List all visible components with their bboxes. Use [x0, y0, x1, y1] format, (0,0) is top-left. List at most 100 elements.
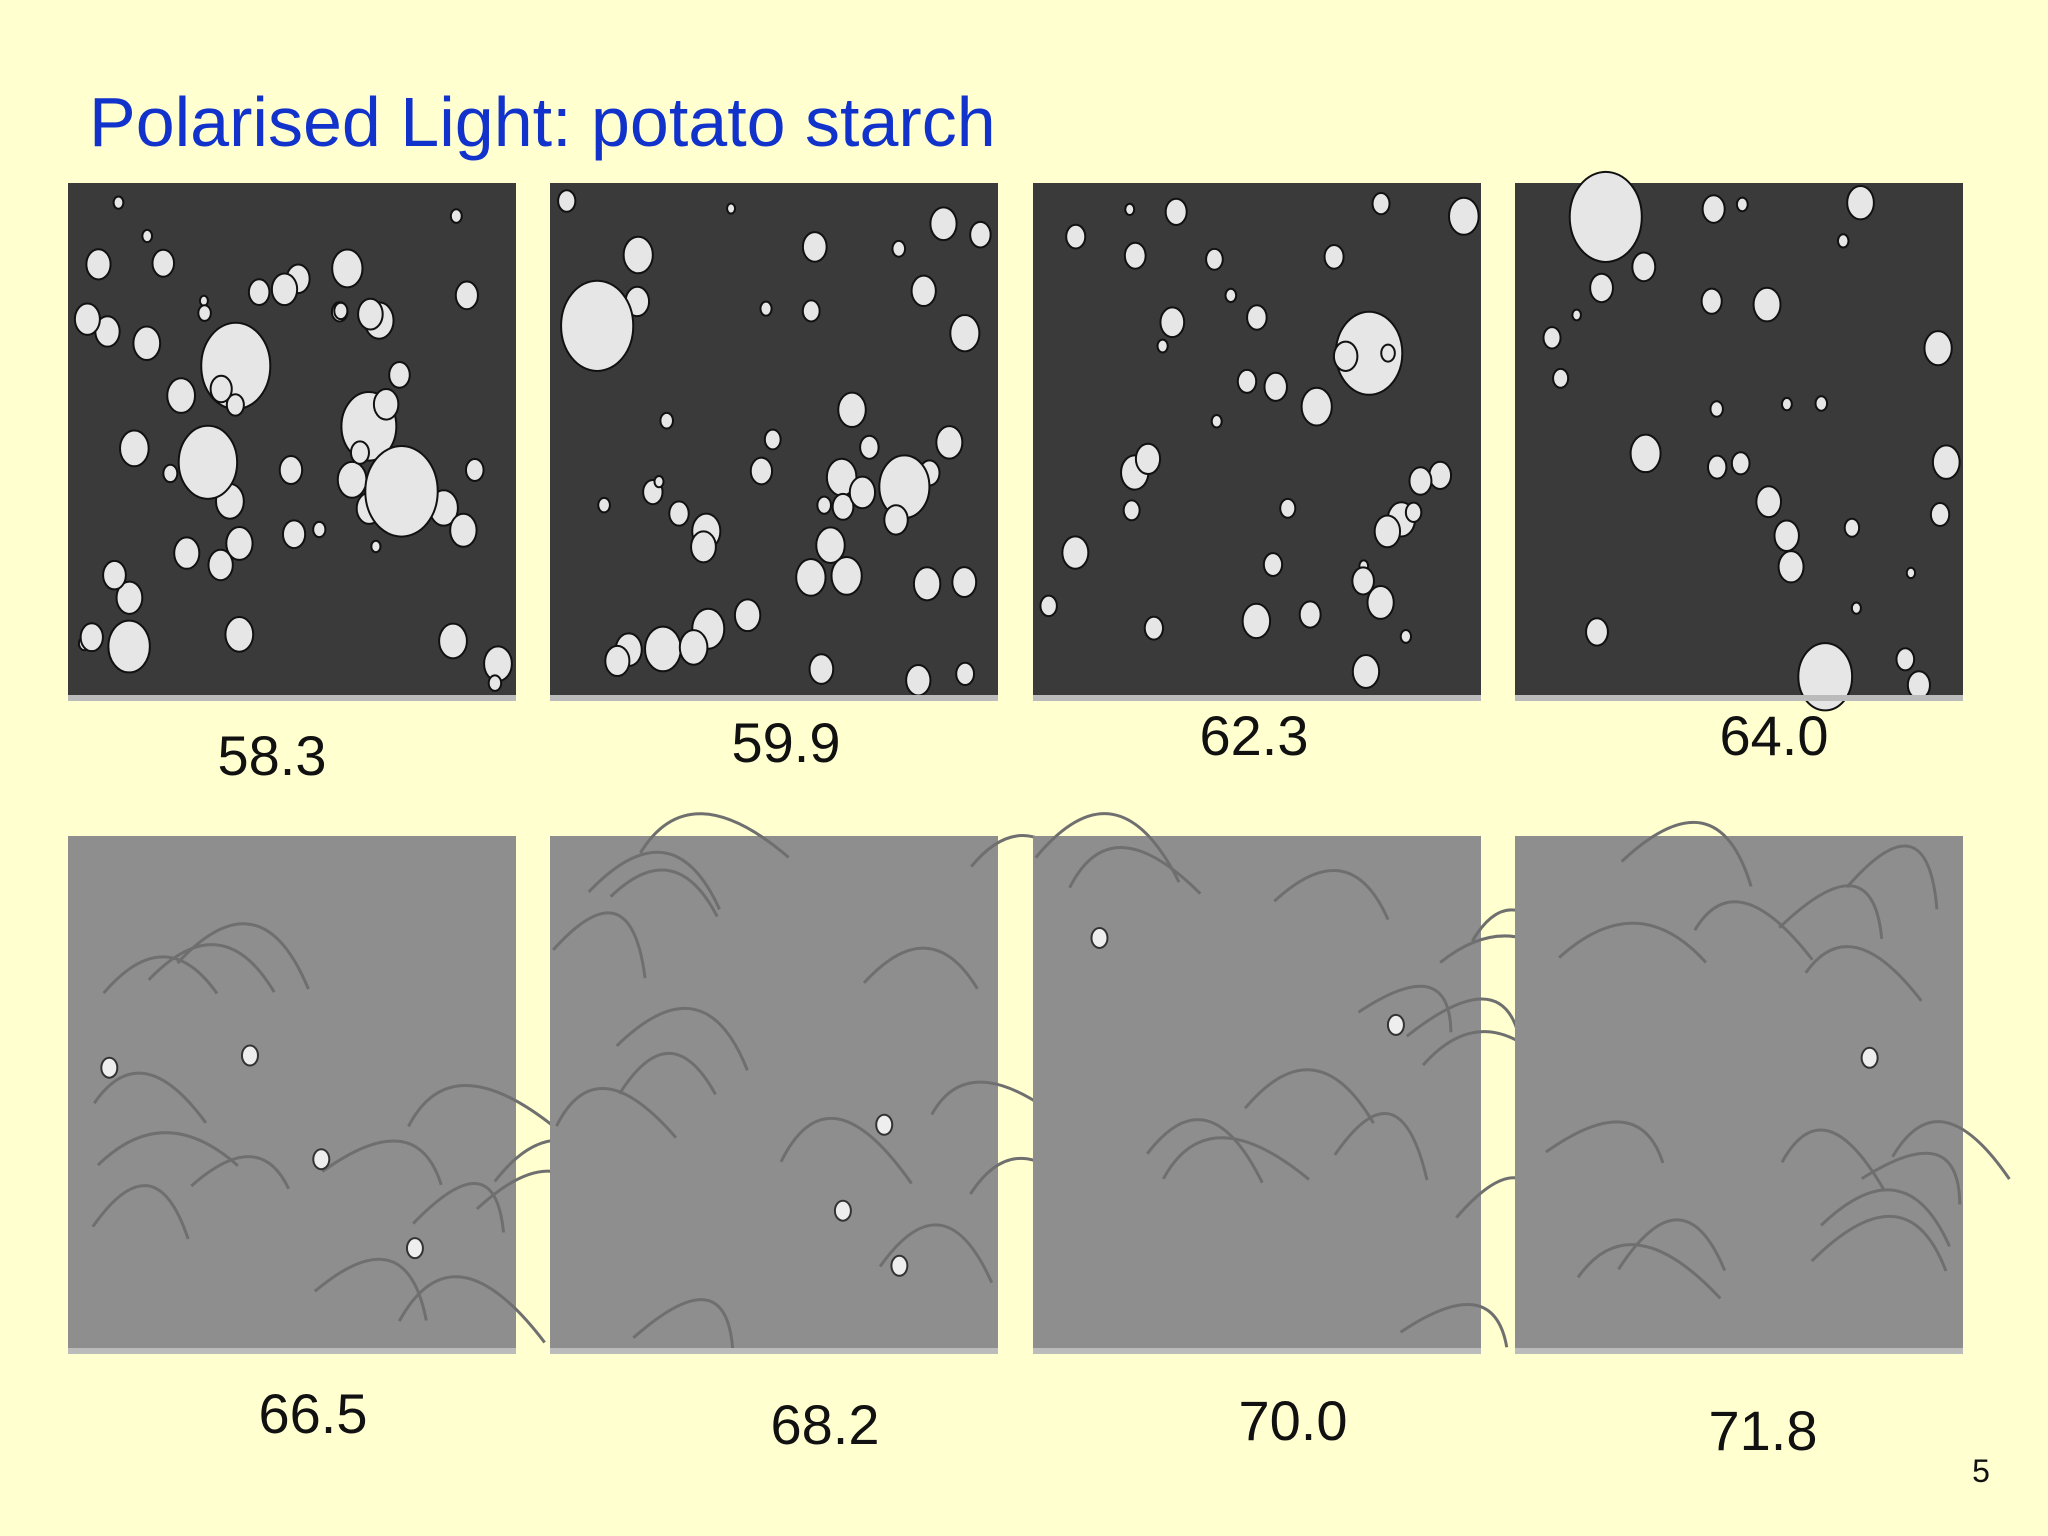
texture-ridge — [1778, 884, 1884, 940]
starch-granule — [1730, 451, 1751, 476]
texture-ridge — [397, 1275, 546, 1344]
starch-granule — [336, 460, 368, 499]
starch-granule — [281, 519, 307, 550]
starch-granule — [668, 500, 690, 527]
starch-granule — [1323, 243, 1345, 270]
starch-granule — [1263, 371, 1288, 402]
starch-granule — [1262, 552, 1284, 577]
starch-granule — [388, 361, 411, 389]
starch-granule — [1735, 196, 1749, 213]
page-number: 5 — [1972, 1453, 1990, 1489]
micrograph — [1033, 812, 1586, 1354]
starch-granule — [357, 297, 384, 331]
starch-granule — [1552, 367, 1570, 389]
starch-granule — [132, 325, 162, 361]
micrograph — [550, 812, 1089, 1354]
texture-ridge — [176, 922, 310, 990]
temperature-label: 66.5 — [259, 1382, 368, 1445]
texture-ridge — [96, 1131, 239, 1167]
micrograph — [1515, 170, 1963, 712]
starch-granule — [102, 559, 127, 591]
texture-ridge — [587, 850, 721, 910]
starch-granule — [312, 520, 327, 539]
starch-granule — [749, 456, 774, 486]
temperature-label: 70.0 — [1239, 1389, 1348, 1452]
starch-granule — [1923, 330, 1953, 367]
starch-granule — [1246, 304, 1268, 331]
texture-ridge — [412, 1182, 505, 1233]
starch-granule — [1224, 287, 1238, 304]
starch-granule — [831, 492, 855, 521]
micrograph-edge — [1515, 695, 1963, 701]
micrograph-background — [1515, 836, 1963, 1354]
residual-granule — [833, 1199, 852, 1222]
starch-granule — [1814, 395, 1829, 412]
texture-ridge — [615, 1007, 749, 1071]
starch-granule — [1589, 272, 1614, 304]
micrograph-background — [68, 836, 516, 1354]
starch-granule — [79, 622, 104, 653]
texture-ridge — [1820, 1188, 1951, 1248]
starch-granule — [1585, 617, 1609, 647]
texture-ridge — [609, 868, 719, 918]
starch-granule — [1752, 286, 1782, 323]
starch-granule — [1571, 308, 1582, 322]
texture-ridge — [1146, 1118, 1264, 1184]
micrograph — [68, 836, 641, 1354]
texture-ridge — [1576, 1243, 1722, 1300]
micrograph-edge — [550, 1348, 998, 1354]
micrograph-edge — [1515, 1348, 1963, 1354]
starch-granule — [733, 598, 762, 633]
starch-granule — [270, 272, 299, 307]
starch-granule — [1241, 602, 1272, 640]
starch-granule — [935, 425, 964, 460]
starch-granule — [1706, 454, 1728, 480]
starch-granule — [1164, 197, 1188, 226]
micrograph — [1515, 820, 2011, 1354]
residual-granule — [890, 1254, 909, 1277]
starch-granule — [1568, 170, 1643, 263]
starch-granule — [1404, 501, 1423, 523]
texture-ridge — [555, 1087, 678, 1139]
texture-ridge — [1810, 1214, 1948, 1272]
starch-granule — [224, 616, 255, 653]
starch-granule — [1850, 601, 1862, 615]
starch-granule — [1448, 196, 1480, 236]
texture-ridge — [321, 1139, 443, 1186]
texture-ridge — [1333, 1112, 1429, 1181]
starch-granule — [1929, 502, 1951, 527]
starch-granule — [1408, 466, 1433, 496]
starch-granule — [1279, 497, 1297, 519]
starch-granule — [759, 300, 773, 317]
starch-granule — [659, 411, 674, 430]
starch-granule — [1846, 185, 1875, 221]
texture-ridge — [1620, 820, 1753, 887]
starch-granule — [1631, 251, 1657, 283]
starch-granule — [808, 653, 835, 685]
starch-granule — [1210, 413, 1223, 429]
micrograph-edge — [1033, 1348, 1481, 1354]
temperature-label: 59.9 — [732, 711, 841, 774]
starch-granule — [1428, 460, 1453, 490]
residual-granule — [1386, 1013, 1405, 1036]
starch-granule — [177, 424, 239, 500]
starch-granule — [597, 496, 611, 514]
micrograph-edge — [1033, 695, 1481, 701]
starch-granule — [969, 220, 992, 249]
starch-granule — [1542, 326, 1562, 350]
starch-granule — [891, 239, 907, 258]
starch-granule — [1777, 550, 1805, 584]
texture-ridge — [862, 946, 979, 990]
starch-granule — [837, 391, 867, 429]
temperature-label: 71.8 — [1709, 1399, 1818, 1462]
starch-granule — [162, 463, 179, 484]
starch-granule — [1709, 400, 1724, 418]
starch-granule — [816, 495, 832, 515]
starch-granule — [949, 314, 981, 353]
micrograph-background — [1515, 183, 1963, 701]
starch-granule — [119, 429, 150, 468]
starch-granule — [1351, 654, 1381, 690]
texture-ridge — [313, 1257, 428, 1321]
